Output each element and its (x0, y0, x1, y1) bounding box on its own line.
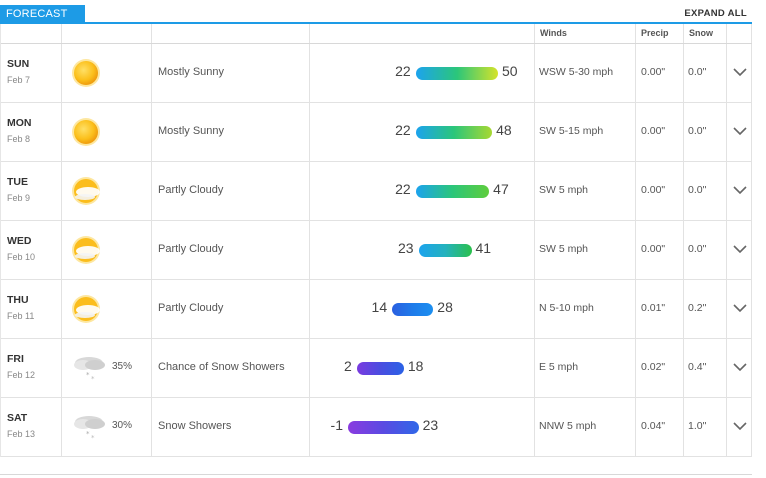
day-name: THU (7, 294, 29, 306)
condition-text: Partly Cloudy (158, 184, 224, 196)
chevron-down-icon[interactable] (733, 182, 747, 195)
low-temp: 22 (395, 181, 411, 197)
forecast-row[interactable]: SAT Feb 13 * * 30% Snow Showers -1 23 NNW… (1, 398, 752, 457)
day-name: FRI (7, 353, 24, 365)
low-temp: 14 (371, 299, 388, 315)
header-precip: Precip (641, 28, 669, 38)
condition-text: Snow Showers (158, 420, 232, 432)
low-temp: 2 (344, 358, 352, 374)
svg-text:*: * (91, 375, 95, 383)
condition-text: Partly Cloudy (158, 243, 224, 255)
precip-value: 0.00" (641, 66, 666, 78)
high-temp: 47 (493, 181, 509, 197)
snow-value: 0.0" (688, 243, 707, 255)
svg-text:*: * (86, 430, 90, 438)
low-temp: 22 (395, 122, 411, 138)
day-name: WED (7, 235, 32, 247)
low-temp: 23 (398, 240, 414, 256)
day-name: SUN (7, 58, 30, 70)
temp-range-bar (415, 67, 498, 80)
winds-value: SW 5 mph (539, 243, 589, 255)
temp-range-bar (415, 185, 490, 198)
sun-icon (71, 117, 101, 147)
day-date: Feb 13 (7, 429, 36, 439)
precip-value: 0.00" (641, 184, 666, 196)
winds-value: WSW 5-30 mph (539, 66, 614, 78)
table-bottom-rule (0, 474, 752, 475)
expand-all-button[interactable]: EXPAND ALL (684, 8, 747, 19)
high-temp: 48 (496, 122, 512, 138)
snow-value: 1.0" (688, 420, 707, 432)
chevron-down-icon[interactable] (733, 241, 747, 254)
day-name: SAT (7, 412, 28, 424)
chevron-down-icon[interactable] (733, 300, 747, 313)
temp-range-bar (356, 362, 404, 375)
temp-range-bar (415, 126, 493, 139)
winds-value: E 5 mph (539, 361, 579, 373)
snow-value: 0.4" (688, 361, 707, 373)
table-header: Winds Precip Snow (1, 24, 752, 44)
snow-showers-icon: * * (71, 412, 105, 442)
precip-value: 0.04" (641, 420, 666, 432)
temp-range-bar (392, 303, 434, 316)
tab-forecast[interactable]: FORECAST (0, 5, 85, 23)
snow-value: 0.0" (688, 66, 707, 78)
partly-cloudy-icon (71, 235, 101, 265)
svg-text:*: * (91, 434, 95, 442)
chevron-down-icon[interactable] (733, 359, 747, 372)
condition-text: Chance of Snow Showers (158, 361, 285, 373)
precip-value: 0.00" (641, 125, 666, 137)
forecast-row[interactable]: SUN Feb 7 Mostly Sunny 22 50 WSW 5-30 mp… (1, 44, 752, 103)
condition-text: Mostly Sunny (158, 66, 225, 78)
partly-cloudy-icon (71, 294, 101, 324)
forecast-row[interactable]: WED Feb 10 Partly Cloudy 23 41 SW 5 mph … (1, 221, 752, 280)
high-temp: 23 (422, 417, 439, 433)
winds-value: SW 5 mph (539, 184, 589, 196)
precip-chance: 35% (112, 361, 133, 372)
header-winds: Winds (540, 28, 567, 38)
condition-text: Partly Cloudy (158, 302, 224, 314)
temp-range-bar (418, 244, 472, 257)
high-temp: 18 (407, 358, 424, 374)
snow-value: 0.0" (688, 125, 707, 137)
day-name: MON (7, 117, 32, 129)
forecast-table: Winds Precip Snow SUN Feb 7 Mostly Sunny… (0, 24, 752, 457)
winds-value: SW 5-15 mph (539, 125, 604, 137)
low-temp: -1 (330, 417, 343, 433)
day-name: TUE (7, 176, 28, 188)
forecast-row[interactable]: FRI Feb 12 * * 35% Chance of Snow Showers… (1, 339, 752, 398)
forecast-row[interactable]: MON Feb 8 Mostly Sunny 22 48 SW 5-15 mph… (1, 103, 752, 162)
chevron-down-icon[interactable] (733, 123, 747, 136)
snow-showers-icon: * * (71, 353, 105, 383)
sun-icon (71, 58, 101, 88)
day-date: Feb 12 (7, 370, 36, 380)
precip-value: 0.02" (641, 361, 666, 373)
snow-value: 0.2" (688, 302, 707, 314)
day-date: Feb 10 (7, 252, 36, 262)
day-date: Feb 7 (7, 75, 31, 85)
day-date: Feb 8 (7, 134, 31, 144)
precip-value: 0.01" (641, 302, 666, 314)
partly-cloudy-icon (71, 176, 101, 206)
tab-underline (0, 22, 752, 24)
winds-value: NNW 5 mph (539, 420, 597, 432)
winds-value: N 5-10 mph (539, 302, 594, 314)
header-snow: Snow (689, 28, 713, 38)
day-date: Feb 11 (7, 311, 35, 321)
day-date: Feb 9 (7, 193, 31, 203)
precip-value: 0.00" (641, 243, 666, 255)
chevron-down-icon[interactable] (733, 64, 747, 77)
temp-range-bar (348, 421, 419, 434)
svg-text:*: * (86, 371, 90, 379)
forecast-row[interactable]: TUE Feb 9 Partly Cloudy 22 47 SW 5 mph 0… (1, 162, 752, 221)
high-temp: 50 (502, 63, 518, 79)
forecast-row[interactable]: THU Feb 11 Partly Cloudy 14 28 N 5-10 mp… (1, 280, 752, 339)
high-temp: 41 (475, 240, 492, 256)
precip-chance: 30% (112, 420, 133, 431)
high-temp: 28 (437, 299, 453, 315)
snow-value: 0.0" (688, 184, 707, 196)
condition-text: Mostly Sunny (158, 125, 225, 137)
chevron-down-icon[interactable] (733, 418, 747, 431)
low-temp: 22 (395, 63, 411, 79)
